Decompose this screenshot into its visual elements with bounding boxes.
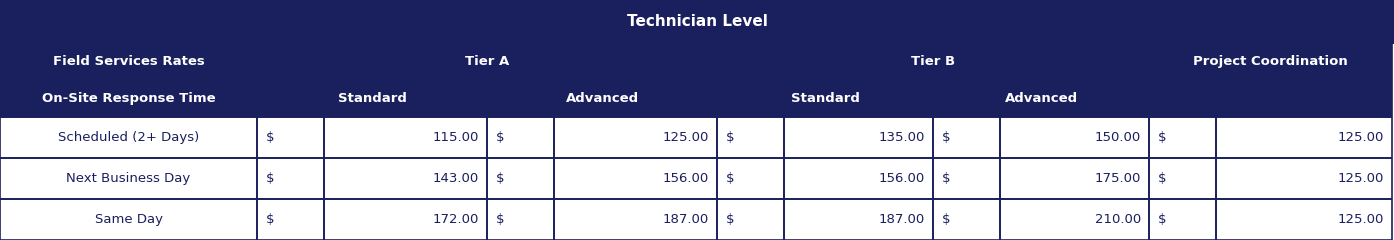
Text: 187.00: 187.00 <box>662 213 708 226</box>
Text: Advanced: Advanced <box>566 92 638 105</box>
Bar <box>717 43 1150 80</box>
Text: $: $ <box>496 213 505 226</box>
Text: $: $ <box>942 131 951 144</box>
Text: Tier B: Tier B <box>912 55 955 68</box>
Text: $: $ <box>1158 213 1167 226</box>
Bar <box>256 158 323 199</box>
Bar <box>323 199 488 240</box>
Bar <box>717 199 783 240</box>
Bar <box>934 158 1001 199</box>
Text: $: $ <box>266 131 275 144</box>
Bar <box>488 158 555 199</box>
Text: On-Site Response Time: On-Site Response Time <box>42 92 216 105</box>
Text: $: $ <box>1158 131 1167 144</box>
Text: 143.00: 143.00 <box>432 172 480 185</box>
Text: 135.00: 135.00 <box>878 131 926 144</box>
Bar <box>934 117 1001 158</box>
Bar <box>1150 117 1217 158</box>
Bar <box>783 158 934 199</box>
Text: $: $ <box>726 172 735 185</box>
Bar <box>488 80 717 117</box>
Bar <box>323 158 488 199</box>
Bar <box>0 0 1394 43</box>
Bar <box>1217 199 1393 240</box>
Text: 172.00: 172.00 <box>432 213 480 226</box>
Text: Standard: Standard <box>337 92 407 105</box>
Text: 150.00: 150.00 <box>1094 131 1142 144</box>
Bar <box>0 117 256 158</box>
Text: $: $ <box>266 172 275 185</box>
Text: 210.00: 210.00 <box>1094 213 1142 226</box>
Bar <box>1150 158 1217 199</box>
Text: 125.00: 125.00 <box>662 131 708 144</box>
Bar <box>0 158 256 199</box>
Text: 156.00: 156.00 <box>878 172 926 185</box>
Text: Same Day: Same Day <box>95 213 163 226</box>
Text: $: $ <box>726 213 735 226</box>
Bar <box>1150 80 1391 117</box>
Bar <box>256 43 717 80</box>
Text: Advanced: Advanced <box>1005 92 1078 105</box>
Text: Scheduled (2+ Days): Scheduled (2+ Days) <box>59 131 199 144</box>
Bar <box>323 117 488 158</box>
Bar <box>1217 117 1393 158</box>
Text: Project Coordination: Project Coordination <box>1193 55 1348 68</box>
Text: $: $ <box>496 172 505 185</box>
Text: 125.00: 125.00 <box>1337 172 1383 185</box>
Text: $: $ <box>942 213 951 226</box>
Bar <box>488 199 555 240</box>
Text: $: $ <box>726 131 735 144</box>
Bar <box>0 80 256 117</box>
Bar <box>553 158 717 199</box>
Bar <box>783 117 934 158</box>
Text: $: $ <box>266 213 275 226</box>
Bar <box>256 80 488 117</box>
Bar <box>553 117 717 158</box>
Bar <box>1150 43 1391 80</box>
Text: 125.00: 125.00 <box>1337 131 1383 144</box>
Bar <box>488 117 555 158</box>
Bar <box>717 80 934 117</box>
Bar <box>256 199 323 240</box>
Text: 187.00: 187.00 <box>878 213 926 226</box>
Bar <box>717 117 783 158</box>
Bar <box>0 43 256 80</box>
Bar <box>1150 199 1217 240</box>
Bar <box>1001 199 1150 240</box>
Text: Field Services Rates: Field Services Rates <box>53 55 205 68</box>
Text: 115.00: 115.00 <box>432 131 480 144</box>
Text: $: $ <box>496 131 505 144</box>
Bar <box>934 199 1001 240</box>
Text: Technician Level: Technician Level <box>626 14 768 29</box>
Text: $: $ <box>942 172 951 185</box>
Text: 156.00: 156.00 <box>662 172 708 185</box>
Bar <box>256 117 323 158</box>
Bar <box>553 199 717 240</box>
Bar <box>0 199 256 240</box>
Bar <box>934 80 1150 117</box>
Text: $: $ <box>1158 172 1167 185</box>
Bar <box>1001 158 1150 199</box>
Text: Next Business Day: Next Business Day <box>67 172 191 185</box>
Bar <box>783 199 934 240</box>
Text: Standard: Standard <box>790 92 860 105</box>
Bar <box>1217 158 1393 199</box>
Bar <box>1001 117 1150 158</box>
Bar <box>717 158 783 199</box>
Text: 175.00: 175.00 <box>1094 172 1142 185</box>
Text: Tier A: Tier A <box>466 55 509 68</box>
Text: 125.00: 125.00 <box>1337 213 1383 226</box>
